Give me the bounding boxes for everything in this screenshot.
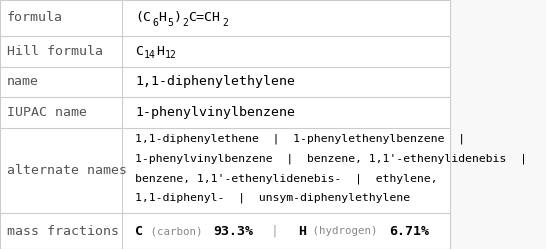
Text: formula: formula: [7, 11, 63, 24]
Text: name: name: [7, 75, 39, 88]
Text: (hydrogen): (hydrogen): [306, 226, 384, 236]
Text: 6.71%: 6.71%: [389, 225, 430, 238]
Text: H: H: [298, 225, 306, 238]
Text: |: |: [256, 225, 295, 238]
Text: (carbon): (carbon): [144, 226, 209, 236]
Text: 12: 12: [165, 50, 177, 60]
Text: C: C: [135, 225, 143, 238]
Text: alternate names: alternate names: [7, 164, 127, 177]
Text: 2: 2: [182, 18, 188, 28]
Text: mass fractions: mass fractions: [7, 225, 118, 238]
Text: C: C: [135, 45, 143, 58]
Text: C=CH: C=CH: [188, 11, 220, 24]
Text: IUPAC name: IUPAC name: [7, 106, 87, 119]
Text: 6: 6: [152, 18, 158, 28]
Text: 5: 5: [167, 18, 173, 28]
Text: 93.3%: 93.3%: [213, 225, 253, 238]
Text: 14: 14: [144, 50, 156, 60]
Text: 1,1-diphenylethene  |  1-phenylethenylbenzene  |: 1,1-diphenylethene | 1-phenylethenylbenz…: [135, 133, 465, 144]
Text: 2: 2: [222, 18, 228, 28]
Text: 1,1-diphenylethylene: 1,1-diphenylethylene: [135, 75, 295, 88]
Text: 1-phenylvinylbenzene  |  benzene, 1,1'-ethenylidenebis  |: 1-phenylvinylbenzene | benzene, 1,1'-eth…: [135, 153, 527, 164]
Text: 1,1-diphenyl-  |  unsym-diphenylethylene: 1,1-diphenyl- | unsym-diphenylethylene: [135, 193, 410, 203]
Text: (C: (C: [135, 11, 151, 24]
Text: 1-phenylvinylbenzene: 1-phenylvinylbenzene: [135, 106, 295, 119]
Text: ): ): [174, 11, 181, 24]
Text: benzene, 1,1'-ethenylidenebis-  |  ethylene,: benzene, 1,1'-ethenylidenebis- | ethylen…: [135, 173, 437, 184]
Text: Hill formula: Hill formula: [7, 45, 103, 58]
Text: H: H: [156, 45, 164, 58]
Text: H: H: [158, 11, 167, 24]
